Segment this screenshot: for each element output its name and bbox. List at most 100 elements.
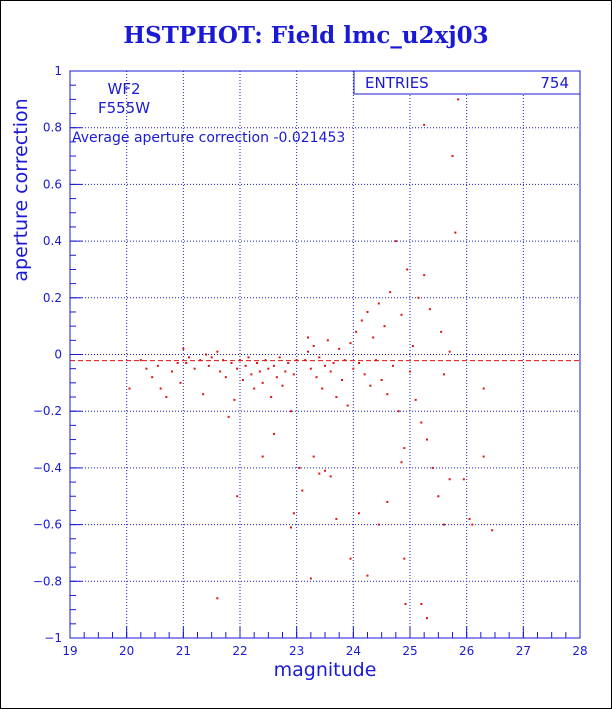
- data-point: [343, 359, 346, 362]
- data-point: [324, 364, 326, 367]
- x-tick-label: 25: [402, 644, 417, 658]
- data-point: [216, 350, 219, 353]
- data-point: [207, 364, 210, 367]
- data-point: [301, 489, 304, 492]
- y-tick-label: 1: [54, 64, 62, 78]
- data-point: [307, 350, 309, 353]
- data-point: [318, 472, 321, 475]
- data-point: [329, 370, 332, 373]
- data-point: [423, 274, 426, 277]
- data-point: [241, 379, 244, 382]
- data-point: [335, 517, 338, 520]
- data-point: [377, 523, 380, 526]
- data-point: [292, 373, 295, 376]
- x-tick-labels: 19 20 21 22 23 24 25 26 27 28: [62, 644, 587, 658]
- data-point: [309, 367, 312, 370]
- data-point: [176, 362, 179, 365]
- data-point: [258, 370, 261, 373]
- data-point: [394, 240, 397, 243]
- data-point: [400, 461, 403, 464]
- data-point: [219, 370, 222, 373]
- y-tick-label: −0.8: [33, 574, 62, 588]
- data-point: [440, 330, 443, 333]
- data-point: [267, 367, 270, 370]
- data-point: [139, 359, 142, 362]
- data-point: [383, 325, 386, 328]
- data-point: [284, 370, 287, 373]
- data-point: [216, 597, 219, 600]
- data-point: [159, 387, 162, 390]
- y-tick-label: 0.6: [43, 177, 62, 191]
- data-point: [397, 410, 400, 413]
- stats-entries-value: 754: [540, 74, 569, 92]
- data-point: [471, 523, 474, 526]
- data-point: [366, 574, 369, 577]
- data-point: [372, 336, 375, 339]
- data-point: [386, 500, 389, 503]
- data-point: [182, 347, 185, 350]
- data-point: [335, 396, 338, 399]
- x-tick-label: 22: [232, 644, 247, 658]
- data-point: [375, 359, 377, 362]
- y-axis-label: aperture correction: [10, 98, 32, 281]
- data-point: [403, 447, 406, 450]
- tick-marks: [69, 70, 581, 639]
- data-point: [491, 529, 494, 532]
- data-point: [253, 387, 256, 390]
- data-point: [443, 373, 445, 376]
- data-point: [341, 379, 343, 382]
- data-point: [377, 302, 380, 305]
- data-point: [227, 415, 230, 418]
- data-point: [414, 398, 417, 401]
- data-point: [363, 373, 366, 376]
- data-point: [292, 512, 295, 515]
- data-point: [349, 342, 352, 345]
- data-point: [409, 370, 411, 373]
- data-point: [386, 393, 389, 396]
- data-point: [315, 376, 318, 379]
- data-point: [355, 330, 358, 333]
- data-point: [457, 98, 460, 101]
- data-point: [202, 393, 205, 396]
- data-point: [349, 557, 352, 560]
- data-point: [290, 526, 292, 529]
- data-point: [358, 362, 360, 365]
- data-point: [443, 523, 445, 526]
- data-point: [239, 359, 241, 362]
- data-point: [468, 517, 471, 520]
- y-tick-label: 0.2: [43, 291, 62, 305]
- data-point: [329, 475, 332, 478]
- data-point: [236, 495, 239, 498]
- data-point: [420, 421, 423, 424]
- data-point: [210, 356, 213, 359]
- data-point: [423, 123, 426, 126]
- camera-label: WF2: [107, 80, 140, 98]
- average-annotation: Average aperture correction -0.021453: [72, 130, 345, 146]
- data-point: [233, 398, 236, 401]
- x-tick-label: 20: [119, 644, 134, 658]
- data-point: [389, 291, 392, 294]
- x-tick-label: 23: [289, 644, 304, 658]
- data-point: [165, 396, 168, 399]
- stats-entries-label: ENTRIES: [365, 74, 429, 92]
- y-tick-labels: −1 −0.8 −0.6 −0.4 −0.2 0 0.2 0.4 0.6 0.8 1: [33, 64, 62, 645]
- data-point: [230, 362, 233, 365]
- data-point: [426, 438, 428, 441]
- data-point: [273, 364, 275, 367]
- data-point: [256, 362, 258, 365]
- y-tick-label: 0.8: [43, 121, 62, 135]
- data-point: [321, 387, 324, 390]
- data-point: [404, 602, 407, 605]
- data-point: [462, 478, 465, 481]
- data-point: [188, 356, 190, 359]
- grid: [70, 71, 580, 638]
- data-point: [185, 362, 188, 365]
- data-point: [318, 356, 321, 359]
- data-point: [380, 379, 383, 382]
- data-point: [482, 455, 485, 458]
- data-point: [199, 359, 202, 362]
- y-tick-label: −0.6: [33, 518, 62, 532]
- data-point: [448, 478, 451, 481]
- data-point: [287, 362, 290, 365]
